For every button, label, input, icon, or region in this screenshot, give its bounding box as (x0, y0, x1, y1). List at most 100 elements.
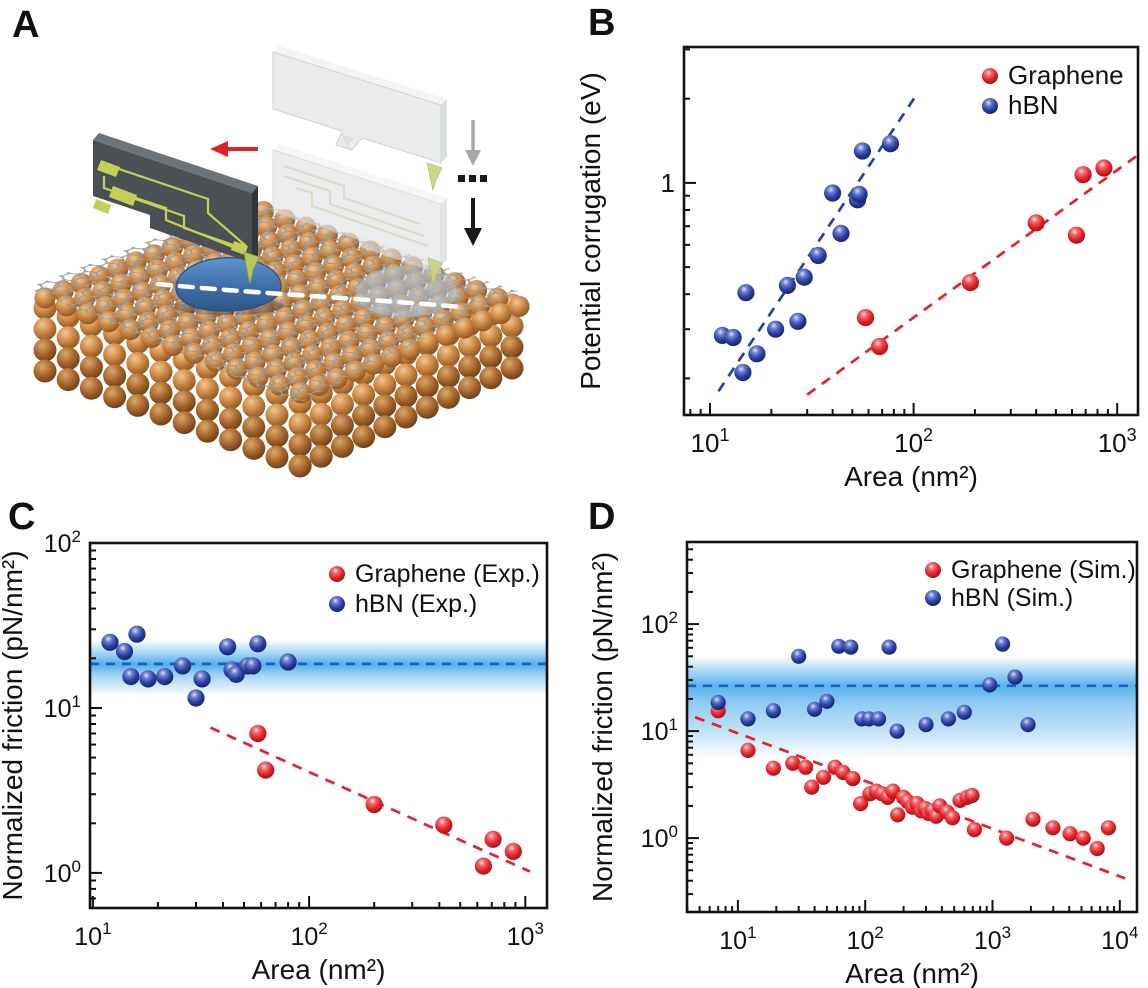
y-tick-label: 101 (44, 692, 81, 723)
left-flake (172, 257, 284, 315)
copper-atom (415, 395, 439, 419)
copper-atom (195, 419, 219, 443)
copper-atom (195, 377, 219, 401)
copper-atom (288, 412, 312, 436)
friction-band (687, 656, 1137, 759)
copper-atom (172, 390, 196, 414)
data-point (765, 760, 781, 776)
legend-label-hbn: hBN (Exp.) (355, 590, 477, 618)
data-point (279, 653, 297, 671)
copper-atom (309, 423, 333, 447)
copper-atom (458, 376, 482, 400)
graphene-trend-dashed-line (209, 726, 531, 873)
panel-d-label: D (588, 496, 616, 538)
y-tick-label: 102 (641, 608, 678, 639)
copper-atom (288, 454, 312, 478)
plot-frame (685, 540, 1139, 914)
friction-band (90, 639, 547, 697)
data-point (966, 822, 982, 838)
data-point (249, 635, 267, 653)
copper-atom (490, 303, 512, 325)
copper-atom (79, 334, 103, 358)
copper-atom (458, 355, 482, 379)
data-point (244, 657, 262, 675)
copper-atom (330, 413, 354, 437)
hbn-points (710, 636, 1036, 739)
data-point (791, 648, 807, 664)
data-point (740, 742, 756, 758)
copper-atom (330, 392, 354, 416)
copper-atom (56, 368, 80, 392)
copper-atom (394, 384, 418, 408)
copper-atom (149, 402, 173, 426)
legend-label-graphene: Graphene (1008, 60, 1124, 90)
data-point (964, 787, 980, 804)
plot-frame (682, 45, 1140, 417)
data-point (474, 857, 492, 875)
axis-ticks (90, 542, 527, 908)
data-point (831, 638, 847, 654)
copper-atom (172, 369, 196, 393)
copper-atom (453, 317, 475, 339)
data-point (1089, 840, 1105, 857)
copper-atom (103, 364, 127, 388)
data-point (710, 694, 726, 711)
data-point (1100, 820, 1116, 836)
data-point (257, 761, 275, 779)
data-point (187, 689, 205, 707)
copper-atom (103, 343, 127, 367)
copper-atom (394, 405, 418, 429)
copper-atom (415, 353, 439, 377)
data-point (795, 268, 813, 286)
copper-atom (479, 366, 503, 390)
copper-atom (172, 411, 196, 435)
x-axis-label: Area (nm²) (845, 958, 979, 988)
x-tick-label: 101 (74, 919, 111, 951)
copper-atom (472, 310, 494, 332)
copper-atom (508, 295, 530, 317)
copper-atom (458, 334, 482, 358)
copper-atom (219, 428, 243, 452)
data-point (890, 807, 906, 823)
ghost-circuit-traces (283, 165, 429, 247)
axis-ticks (686, 548, 1121, 912)
data-point (156, 668, 174, 686)
gray-down-arrow (465, 120, 481, 166)
ghost-cantilever-upper (272, 46, 447, 164)
legend-label-hbn: hBN (Sim.) (951, 584, 1073, 612)
copper-atom (479, 345, 503, 369)
legend-label-graphene: Graphene (Sim.) (951, 556, 1136, 584)
legend-marker-hbn (329, 596, 345, 612)
x-tick-label: 102 (290, 919, 327, 951)
scan-path-dashed-line (155, 281, 465, 310)
afm-cantilever-chip (93, 133, 260, 285)
copper-atom (195, 398, 219, 422)
ghost-cantilever-lower (272, 144, 447, 274)
data-point (798, 759, 814, 775)
data-point (999, 830, 1015, 846)
data-point (870, 711, 887, 727)
panel-c-label: C (8, 496, 36, 538)
data-point (1095, 159, 1113, 177)
hbn-trend-dashed-line (717, 91, 920, 392)
data-point (856, 309, 875, 327)
copper-atom (436, 364, 460, 388)
circuit-trace-lines (102, 166, 247, 252)
copper-atom (149, 360, 173, 384)
data-point (737, 284, 755, 302)
copper-atom (33, 359, 57, 383)
copper-atom (242, 436, 266, 460)
data-point (1075, 830, 1091, 846)
data-point (824, 184, 842, 202)
copper-atom (352, 425, 376, 449)
data-point (881, 135, 900, 153)
data-point (804, 779, 820, 795)
legend-label-graphene: Graphene (Exp.) (355, 560, 540, 588)
data-point (778, 276, 796, 294)
copper-atom (436, 385, 460, 409)
copper-atom (265, 445, 289, 469)
legend-label-hbn: hBN (1008, 90, 1059, 120)
data-point (1074, 166, 1092, 184)
graphene-points (249, 724, 522, 875)
